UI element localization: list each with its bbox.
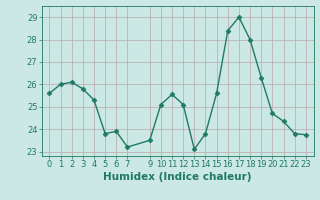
X-axis label: Humidex (Indice chaleur): Humidex (Indice chaleur)	[103, 172, 252, 182]
